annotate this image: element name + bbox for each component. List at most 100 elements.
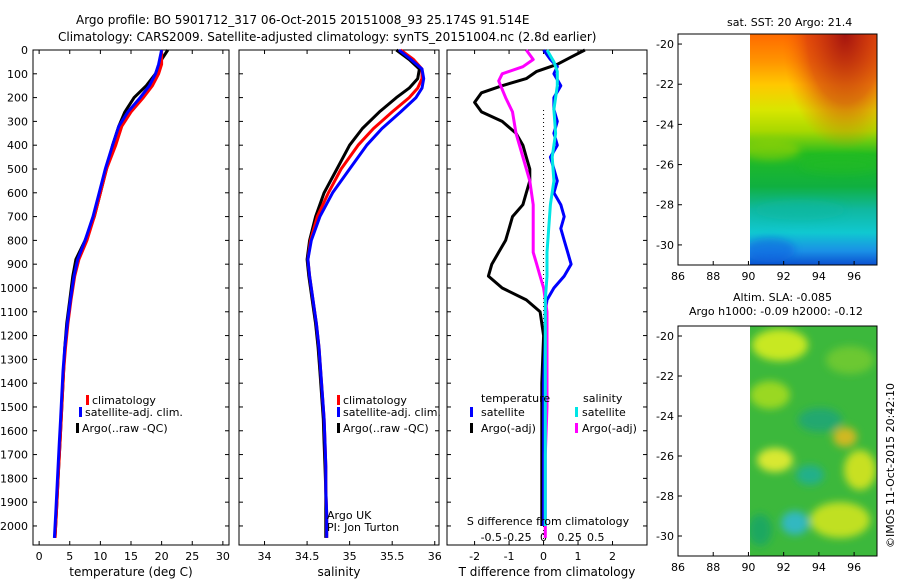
- salinity-plot: 34 34.5 35 35.5 36: [239, 48, 442, 563]
- sst-map: 86 88 90 92 94 96 -20 -22 -24 -26 -28 -30: [656, 33, 878, 283]
- temperature-panel: [32, 49, 230, 546]
- map-y-tick-label: -26: [656, 159, 674, 172]
- map-x-tick-label: 90: [741, 270, 755, 283]
- x-tick-label: 1: [575, 550, 582, 563]
- map-x-tick-label: 86: [671, 270, 685, 283]
- depth-tick-label: 700: [7, 211, 28, 224]
- x-tick-label: 0: [36, 550, 43, 563]
- depth-tick-label: 1200: [0, 330, 28, 343]
- x-tick-label: 15: [124, 550, 138, 563]
- x2-tick-label: 0.25: [557, 531, 582, 544]
- depth-tick-label: 600: [7, 187, 28, 200]
- pi-label: PI: Jon Turton: [327, 521, 399, 534]
- map-x-tick-label: 94: [812, 561, 826, 574]
- depth-tick-label: 800: [7, 234, 28, 247]
- legend-label-argo: Argo(..raw -QC): [82, 422, 168, 435]
- depth-tick-label: 1400: [0, 377, 28, 390]
- map-x-tick-label: 90: [741, 561, 755, 574]
- map-x-tick-label: 88: [706, 270, 720, 283]
- legend-label-satellite: satellite-adj. clim.: [85, 406, 183, 419]
- legend-swatch-argo: [337, 423, 340, 433]
- x-tick-label: -2: [469, 550, 480, 563]
- depth-tick-label: 2000: [0, 520, 28, 533]
- map-x-tick-label: 86: [671, 561, 685, 574]
- x-tick-label: 10: [93, 550, 107, 563]
- difference-xlabel: T difference from climatology: [458, 565, 636, 579]
- x2-tick-label: -0.25: [503, 531, 531, 544]
- difference-plot: -2 -1 0 1 2 -0.5 -0.25 0 0.25 0.5: [447, 48, 647, 563]
- x2-tick-label: 0.5: [587, 531, 605, 544]
- legend-swatch-satellite: [337, 407, 340, 417]
- map-y-tick-label: -24: [656, 410, 674, 423]
- series-line-temperature-satellite: [542, 49, 573, 526]
- map-y-tick-label: -28: [656, 490, 674, 503]
- depth-tick-label: 900: [7, 258, 28, 271]
- salinity-xlabel: salinity: [317, 565, 360, 579]
- x-tick-label: 30: [216, 550, 230, 563]
- header-line-2: Climatology: CARS2009. Satellite-adjuste…: [58, 30, 596, 44]
- legend-label-climatology: climatology: [343, 394, 407, 407]
- depth-tick-label: 1100: [0, 306, 28, 319]
- x-tick-label: 0: [540, 550, 547, 563]
- map-y-tick-label: -28: [656, 199, 674, 212]
- difference-x2label: S difference from climatology: [467, 515, 630, 528]
- depth-tick-label: 0: [21, 44, 28, 57]
- temperature-plot: 0 5 10 15 20 25 30: [33, 49, 230, 563]
- legend-swatch-s-argo: [575, 423, 578, 433]
- legend-swatch-climatology: [86, 395, 89, 405]
- salinity-panel: [238, 49, 440, 546]
- depth-tick-label: 400: [7, 139, 28, 152]
- sla-map-frame: [677, 325, 878, 557]
- legend-label-argo: Argo(..raw -QC): [343, 422, 429, 435]
- x-tick-label: 25: [185, 550, 199, 563]
- map-x-tick-label: 88: [706, 561, 720, 574]
- depth-tick-label: 1000: [0, 282, 28, 295]
- legend-label-climatology: climatology: [92, 394, 156, 407]
- depth-tick-label: 300: [7, 115, 28, 128]
- header-line-1: Argo profile: BO 5901712_317 06-Oct-2015…: [76, 13, 529, 27]
- depth-tick-label: 100: [7, 68, 28, 81]
- map-y-tick-label: -26: [656, 450, 674, 463]
- temperature-legend: climatology satellite-adj. clim. Argo(..…: [76, 394, 183, 435]
- x2-tick-label: -0.5: [481, 531, 502, 544]
- map-y-tick-label: -22: [656, 78, 674, 91]
- map-x-tick-label: 94: [812, 270, 826, 283]
- series-line-satellite-adj-clim-: [52, 49, 164, 538]
- salinity-legend: climatology satellite-adj. clim. Argo(..…: [337, 394, 441, 435]
- series-line-salinity-argo-adj-: [497, 49, 549, 538]
- series-line-salinity-satellite: [543, 49, 559, 526]
- legend-swatch-satellite: [79, 407, 82, 417]
- legend-swatch-t-argo: [470, 423, 473, 433]
- x-tick-label: 35: [343, 550, 357, 563]
- depth-tick-label: 1800: [0, 472, 28, 485]
- map-x-tick-label: 96: [847, 270, 861, 283]
- map-y-tick-label: -20: [656, 38, 674, 51]
- x-tick-label: 34: [258, 550, 272, 563]
- legend-swatch-s-satellite: [575, 407, 578, 417]
- imos-stamp: ©IMOS 11-Oct-2015 20:42:10: [884, 383, 897, 548]
- depth-axis: 0 100 200 300 400 500 600 700 800 900 1000 1100 1200…: [0, 44, 28, 533]
- x-tick-label: 20: [155, 550, 169, 563]
- series-line-temperature-argo-adj-: [473, 48, 586, 526]
- depth-tick-label: 1300: [0, 353, 28, 366]
- legend-swatch-t-satellite: [470, 407, 473, 417]
- map-y-tick-label: -30: [656, 239, 674, 252]
- x-tick-label: 35.5: [380, 550, 405, 563]
- x-tick-label: 36: [428, 550, 442, 563]
- x-tick-label: -1: [504, 550, 515, 563]
- x-tick-label: 2: [609, 550, 616, 563]
- legend-label-s-satellite: satellite: [582, 406, 626, 419]
- sla-map-title: Altim. SLA: -0.085: [733, 291, 832, 304]
- legend-label-t-argo: Argo(-adj): [481, 422, 536, 435]
- x2-tick-label: 0: [540, 531, 547, 544]
- legend-heading-salinity: salinity: [583, 392, 623, 405]
- map-y-tick-label: -20: [656, 330, 674, 343]
- legend-label-s-argo: Argo(-adj): [582, 422, 637, 435]
- map-x-tick-label: 92: [777, 270, 791, 283]
- series-line-satellite-adj-clim-: [306, 48, 426, 538]
- depth-tick-label: 1600: [0, 425, 28, 438]
- depth-tick-label: 500: [7, 163, 28, 176]
- x-tick-label: 34.5: [295, 550, 320, 563]
- difference-legend: temperature salinity satellite Argo(-adj…: [470, 392, 637, 435]
- x-tick-label: 5: [66, 550, 73, 563]
